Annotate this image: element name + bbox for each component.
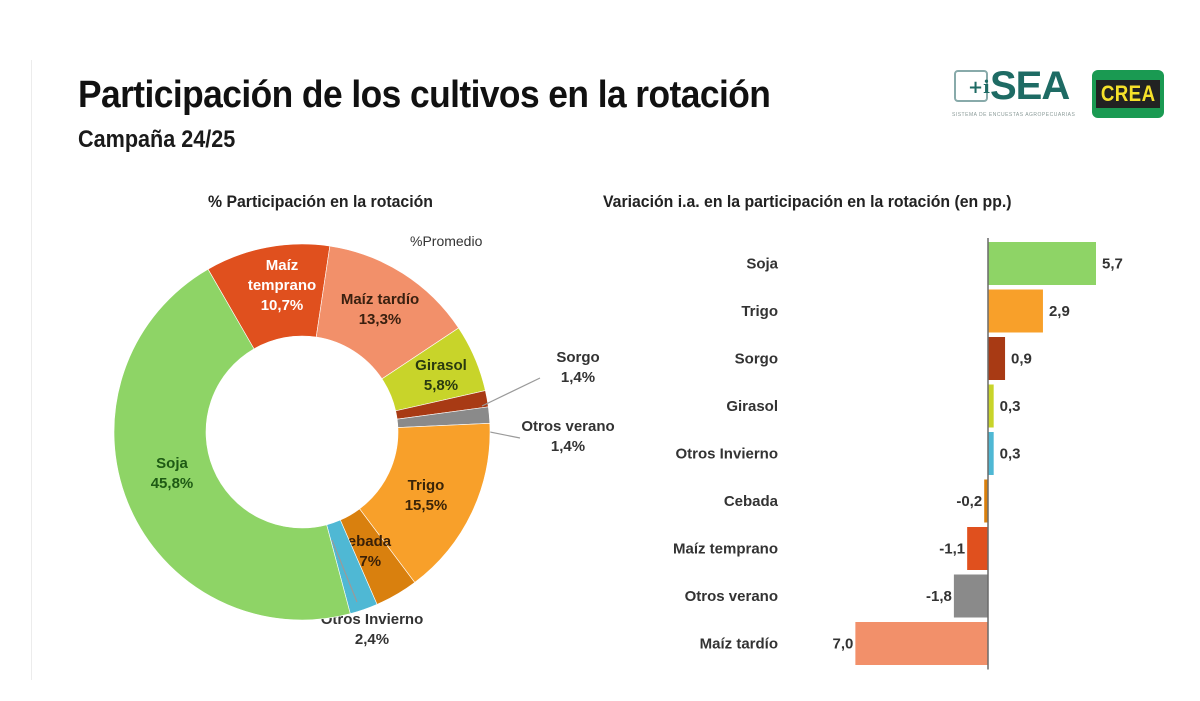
data-label-maiz-temprano: -1,1 xyxy=(939,541,965,558)
donut-chart: Maíz temprano 10,7% Maíz tardío 13,3% Girasol… xyxy=(113,233,615,648)
slice-value-otros-verano: 1,4% xyxy=(551,438,585,455)
slice-label-otros-invierno: Otros Invierno xyxy=(321,611,424,628)
bar-cebada xyxy=(984,479,988,523)
slice-value-soja: 45,8% xyxy=(151,475,194,492)
sea-logo: SEA xyxy=(990,64,1070,108)
bar-sorgo xyxy=(988,337,1006,380)
page-subtitle: Campaña 24/25 xyxy=(78,126,236,153)
slice-label-maiz-temprano: temprano xyxy=(248,277,316,294)
logos: +i SEA SISTEMA DE ENCUESTAS AGROPECUARIA… xyxy=(950,64,1180,126)
data-label-otros-verano: -1,8 xyxy=(926,588,952,605)
category-label-girasol: Girasol xyxy=(726,398,778,415)
category-label-sorgo: Sorgo xyxy=(735,351,778,368)
bar-otros-invierno xyxy=(988,432,994,475)
slice-label-girasol: Girasol xyxy=(415,357,467,374)
crea-logo: CREA xyxy=(1092,70,1164,118)
slice-soja xyxy=(113,268,351,621)
bar-otros-verano xyxy=(953,574,988,618)
slice-label-maiz-temprano: Maíz xyxy=(266,257,299,274)
data-label-soja: 5,7 xyxy=(1102,256,1123,273)
bar-maiz-temprano xyxy=(967,527,988,570)
data-label-sorgo: 0,9 xyxy=(1011,351,1032,368)
category-label-maiz-temprano: Maíz temprano xyxy=(673,541,778,558)
slice-label-maiz-tardio: Maíz tardío xyxy=(341,291,419,308)
category-label-otros-verano: Otros verano xyxy=(685,588,778,605)
slice-value-otros-invierno: 2,4% xyxy=(355,631,389,648)
info-bubble-icon: +i xyxy=(954,70,990,102)
leader-line-otros-invierno xyxy=(331,539,358,603)
data-label-maiz-tardio: 7,0 xyxy=(833,636,854,653)
leader-line-sorgo xyxy=(481,377,541,407)
slice-trigo xyxy=(359,423,491,583)
slice-label-otros-verano: Otros verano xyxy=(521,418,614,435)
frame-border xyxy=(31,60,32,680)
sea-tagline: SISTEMA DE ENCUESTAS AGROPECUARIAS xyxy=(952,112,1076,118)
category-label-maiz-tardio: Maíz tardío xyxy=(700,636,778,653)
data-label-cebada: -0,2 xyxy=(956,493,982,510)
category-label-soja: Soja xyxy=(746,256,778,273)
data-label-otros-invierno: 0,3 xyxy=(1000,446,1021,463)
slice-label-soja: Soja xyxy=(156,455,188,472)
crea-logo-text: CREA xyxy=(1100,81,1156,106)
category-label-trigo: Trigo xyxy=(741,303,778,320)
page-title: Participación de los cultivos en la rota… xyxy=(78,74,771,116)
slice-value-trigo: 15,5% xyxy=(405,497,448,514)
category-label-cebada: Cebada xyxy=(724,493,779,510)
data-label-trigo: 2,9 xyxy=(1049,303,1070,320)
legend-label: %Promedio xyxy=(410,233,483,249)
bar-soja xyxy=(988,242,1096,285)
slice-value-girasol: 5,8% xyxy=(424,377,458,394)
data-label-girasol: 0,3 xyxy=(1000,398,1021,415)
category-label-otros-invierno: Otros Invierno xyxy=(675,446,778,463)
slice-value-maiz-tardio: 13,3% xyxy=(359,311,402,328)
bar-trigo xyxy=(988,289,1043,333)
bar-chart-title: Variación i.a. en la participación en la… xyxy=(603,192,1012,211)
bar-girasol xyxy=(988,384,994,428)
slice-label-trigo: Trigo xyxy=(408,477,445,494)
slice-label-sorgo: Sorgo xyxy=(556,349,599,366)
bar-maiz-tardio xyxy=(855,622,988,665)
slice-value-sorgo: 1,4% xyxy=(561,369,595,386)
donut-chart-title: % Participación en la rotación xyxy=(208,192,433,211)
slice-value-maiz-temprano: 10,7% xyxy=(261,297,304,314)
bar-chart: Soja 5,7 Trigo 2,9 Sorgo 0,9 Girasol 0,3 Otros I… xyxy=(673,238,1123,670)
